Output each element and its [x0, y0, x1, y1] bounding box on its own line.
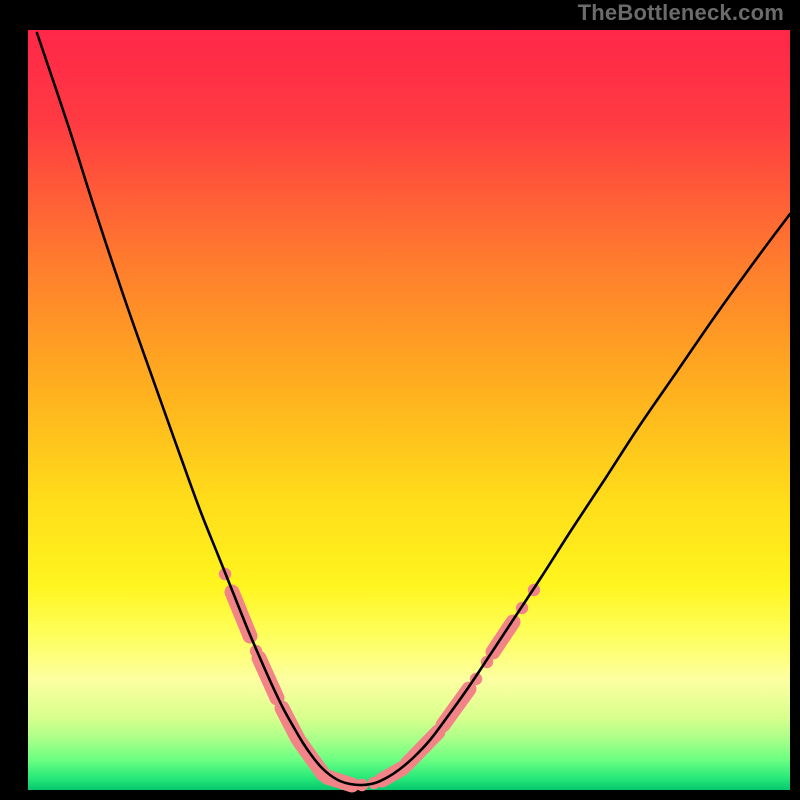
- gradient-background: [28, 30, 790, 790]
- watermark-text: TheBottleneck.com: [578, 0, 784, 26]
- plot-frame: [28, 30, 790, 790]
- chart-canvas: TheBottleneck.com: [0, 0, 800, 800]
